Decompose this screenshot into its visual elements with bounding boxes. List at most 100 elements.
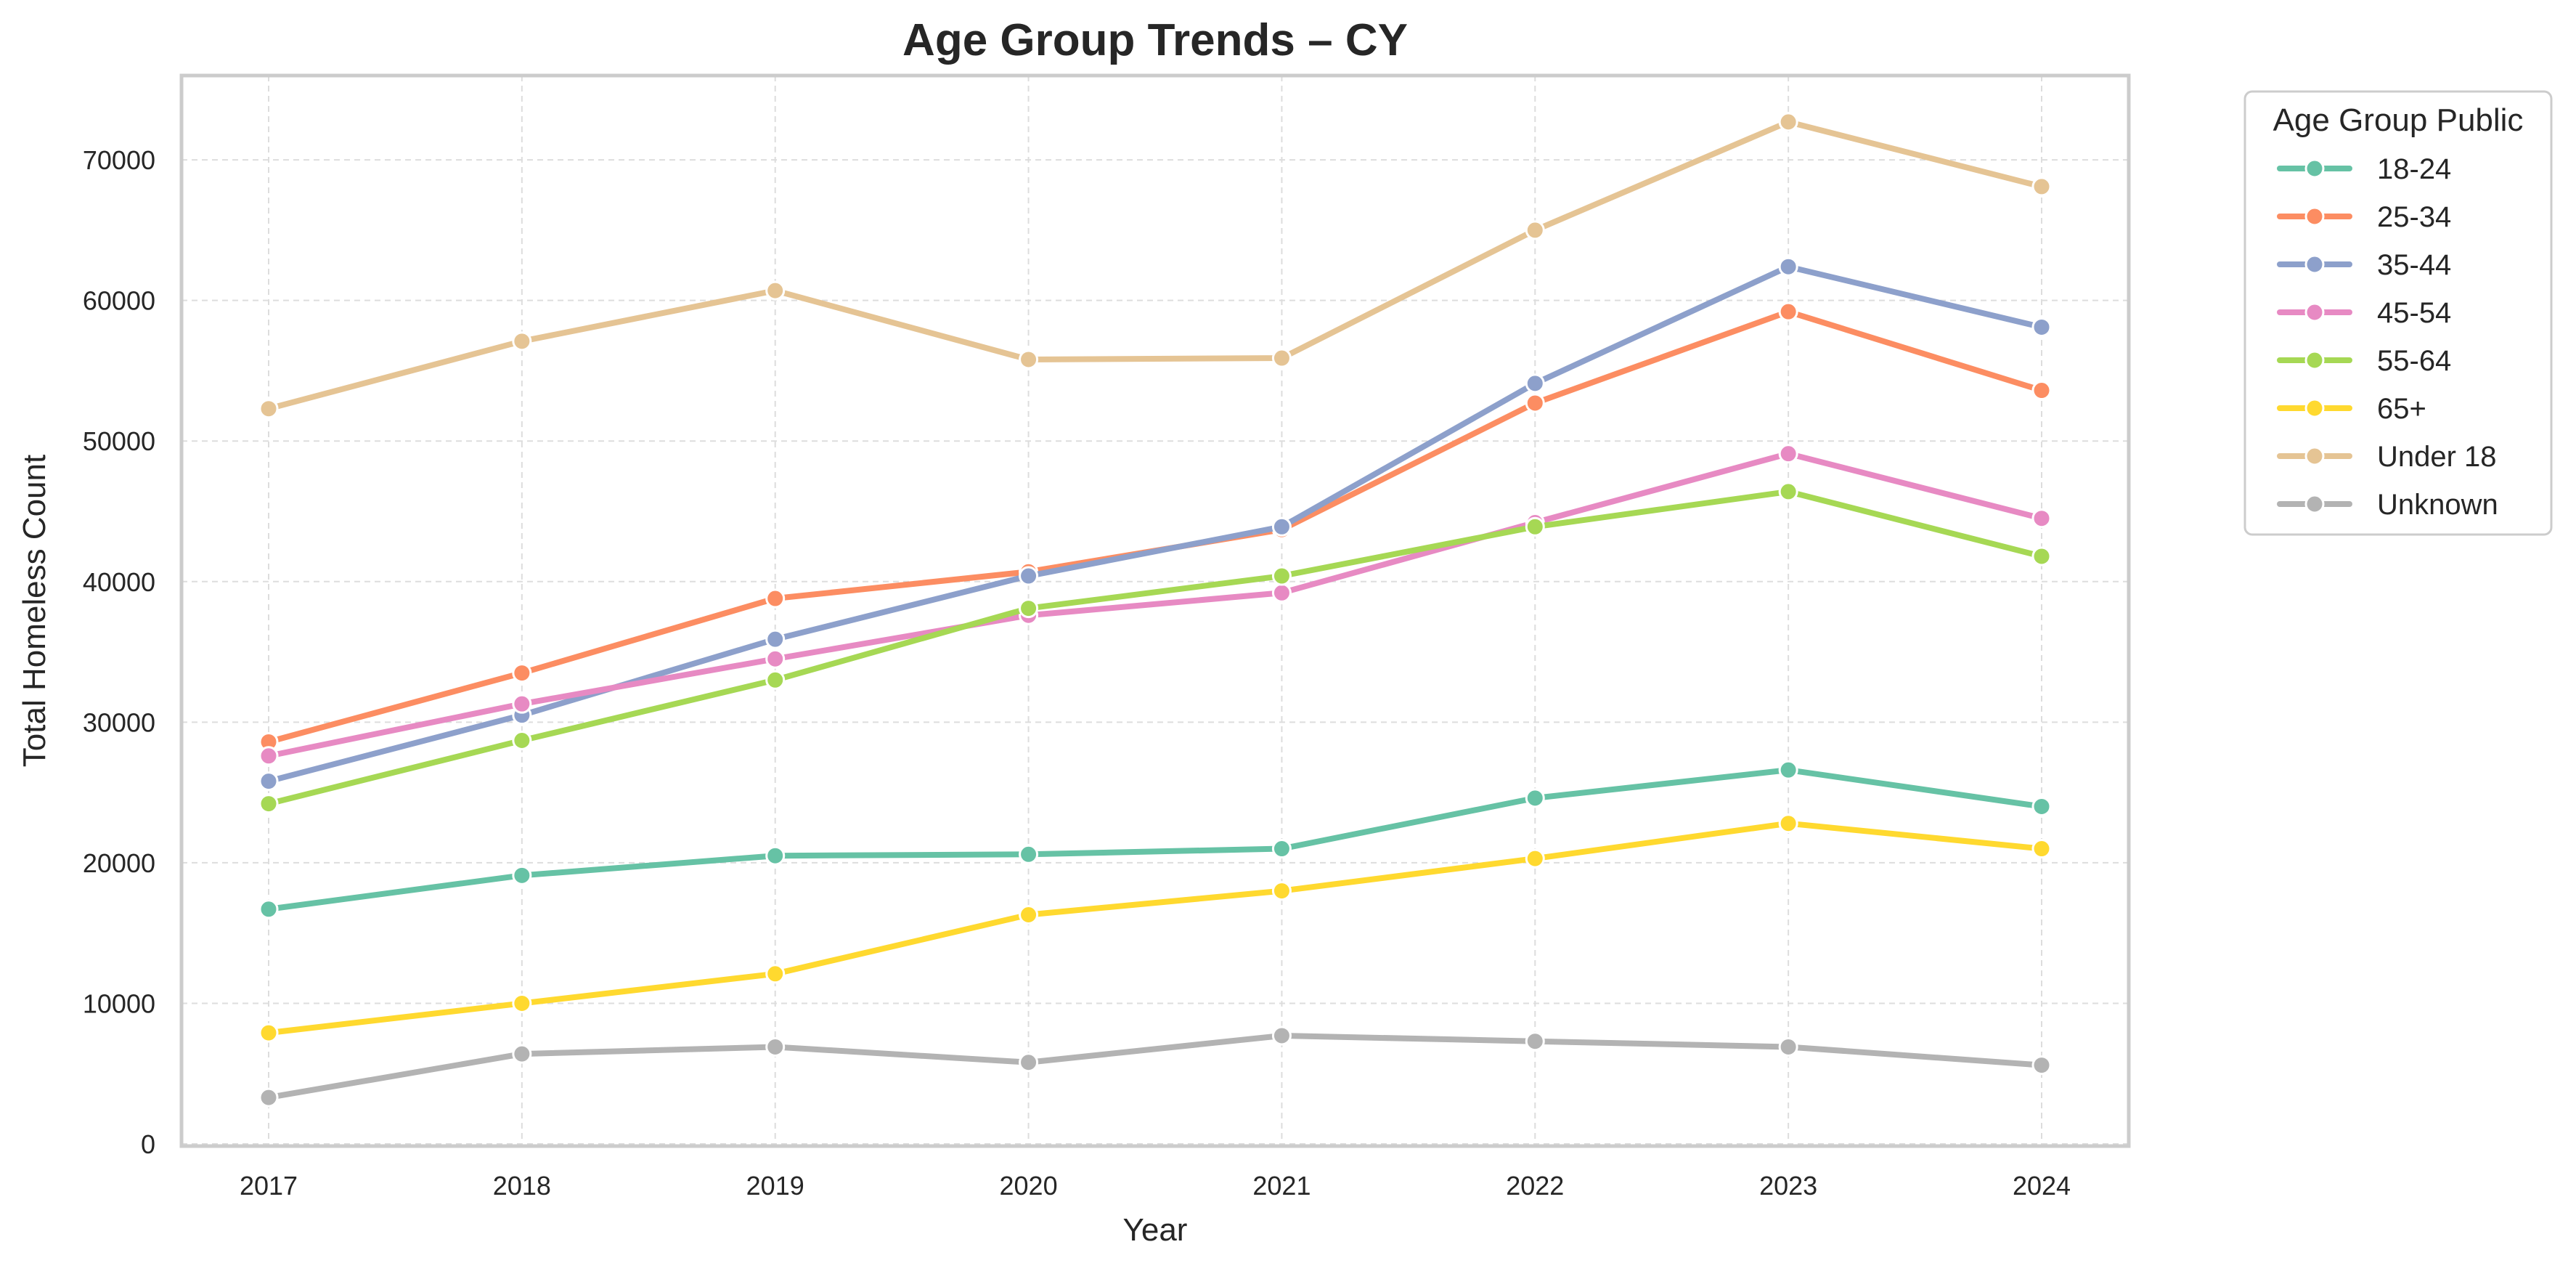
data-point <box>1525 220 1545 240</box>
x-tick-label: 2019 <box>746 1171 804 1201</box>
data-point <box>765 280 786 301</box>
data-point <box>1271 839 1292 859</box>
y-tick-label: 40000 <box>83 567 155 597</box>
data-point <box>1778 301 1798 322</box>
legend-swatch-marker <box>2304 158 2325 179</box>
data-point <box>1019 1052 1039 1073</box>
series-35-44 <box>258 256 2052 792</box>
series-lines <box>258 112 2052 1108</box>
data-point <box>1778 256 1798 277</box>
data-point <box>2031 508 2052 529</box>
legend-swatch-marker <box>2304 302 2325 322</box>
data-point <box>1778 482 1798 502</box>
data-point <box>1525 1031 1545 1052</box>
data-point <box>765 670 786 690</box>
data-point <box>2031 1055 2052 1076</box>
data-point <box>512 865 532 885</box>
legend-swatch-marker <box>2304 446 2325 466</box>
series-18-24 <box>258 760 2052 919</box>
legend-item: Under 18 <box>2277 441 2497 473</box>
data-point <box>512 694 532 714</box>
data-point <box>1019 844 1039 864</box>
legend-item: 25-34 <box>2277 201 2451 233</box>
y-tick-label: 50000 <box>83 426 155 456</box>
data-point <box>2031 176 2052 197</box>
grid <box>182 76 2129 1146</box>
data-point <box>2031 546 2052 567</box>
legend-label: 18-24 <box>2377 153 2451 185</box>
data-point <box>512 993 532 1013</box>
data-point <box>1525 788 1545 808</box>
series-65 <box>258 813 2052 1043</box>
data-point <box>1019 905 1039 925</box>
data-point <box>1778 760 1798 780</box>
data-point <box>1019 566 1039 586</box>
legend-swatch-marker <box>2304 494 2325 514</box>
series-line <box>266 264 2045 784</box>
legend-label: Unknown <box>2377 489 2498 521</box>
data-point <box>1525 516 1545 537</box>
data-point <box>765 1036 786 1057</box>
legend-swatch-marker <box>2304 206 2325 227</box>
data-point <box>765 588 786 609</box>
series-unknown <box>258 1026 2052 1108</box>
series-line <box>266 820 2045 1036</box>
plot-area-frame <box>179 73 2131 1148</box>
y-tick-label: 60000 <box>83 286 155 316</box>
data-point <box>258 899 279 919</box>
data-point <box>765 629 786 649</box>
data-point <box>2031 381 2052 401</box>
legend-label: 35-44 <box>2377 249 2451 281</box>
legend-item: 65+ <box>2277 393 2426 425</box>
data-point <box>1271 881 1292 901</box>
legend-label: 45-54 <box>2377 297 2451 329</box>
legend-item: 55-64 <box>2277 345 2451 377</box>
x-tick-label: 2021 <box>1252 1171 1311 1201</box>
data-point <box>512 331 532 352</box>
legend-label: 55-64 <box>2377 345 2451 377</box>
chart-title: Age Group Trends – CY <box>902 15 1408 65</box>
data-point <box>2031 839 2052 859</box>
y-tick-label: 30000 <box>83 707 155 737</box>
legend-item: 18-24 <box>2277 153 2451 185</box>
data-point <box>258 771 279 792</box>
data-point <box>258 399 279 419</box>
series-line <box>266 488 2045 807</box>
legend-item: 35-44 <box>2277 249 2451 281</box>
data-point <box>1271 348 1292 368</box>
y-axis-label: Total Homeless Count <box>17 455 52 767</box>
data-point <box>1271 582 1292 603</box>
legend-label: 65+ <box>2377 393 2426 425</box>
y-tick-label: 70000 <box>83 145 155 175</box>
data-point <box>1778 444 1798 464</box>
y-tick-label: 0 <box>141 1129 155 1159</box>
legend-label: 25-34 <box>2377 201 2451 233</box>
data-point <box>765 649 786 669</box>
series-55-64 <box>258 482 2052 814</box>
data-point <box>512 1044 532 1064</box>
x-tick-label: 2017 <box>240 1171 298 1201</box>
data-point <box>1271 1026 1292 1046</box>
data-point <box>258 1023 279 1043</box>
series-under-18 <box>258 112 2052 419</box>
legend-label: Under 18 <box>2377 441 2497 473</box>
data-point <box>1778 813 1798 834</box>
legend-items: 18-24 25-34 35-44 45-54 55-64 65+ Under 18 Unkn… <box>2277 153 2498 521</box>
x-tick-label: 2018 <box>493 1171 551 1201</box>
series-line <box>266 118 2045 412</box>
legend-swatch-marker <box>2304 254 2325 275</box>
data-point <box>512 731 532 751</box>
y-tick-label: 10000 <box>83 988 155 1018</box>
x-axis-label: Year <box>1123 1212 1188 1248</box>
series-line <box>266 767 2045 912</box>
data-point <box>1019 349 1039 370</box>
data-point <box>2031 796 2052 816</box>
x-tick-label: 2024 <box>2013 1171 2071 1201</box>
y-tick-label: 20000 <box>83 848 155 878</box>
data-point <box>765 964 786 984</box>
legend-title: Age Group Public <box>2273 102 2524 138</box>
x-tick-label: 2023 <box>1759 1171 1817 1201</box>
data-point <box>1271 566 1292 586</box>
